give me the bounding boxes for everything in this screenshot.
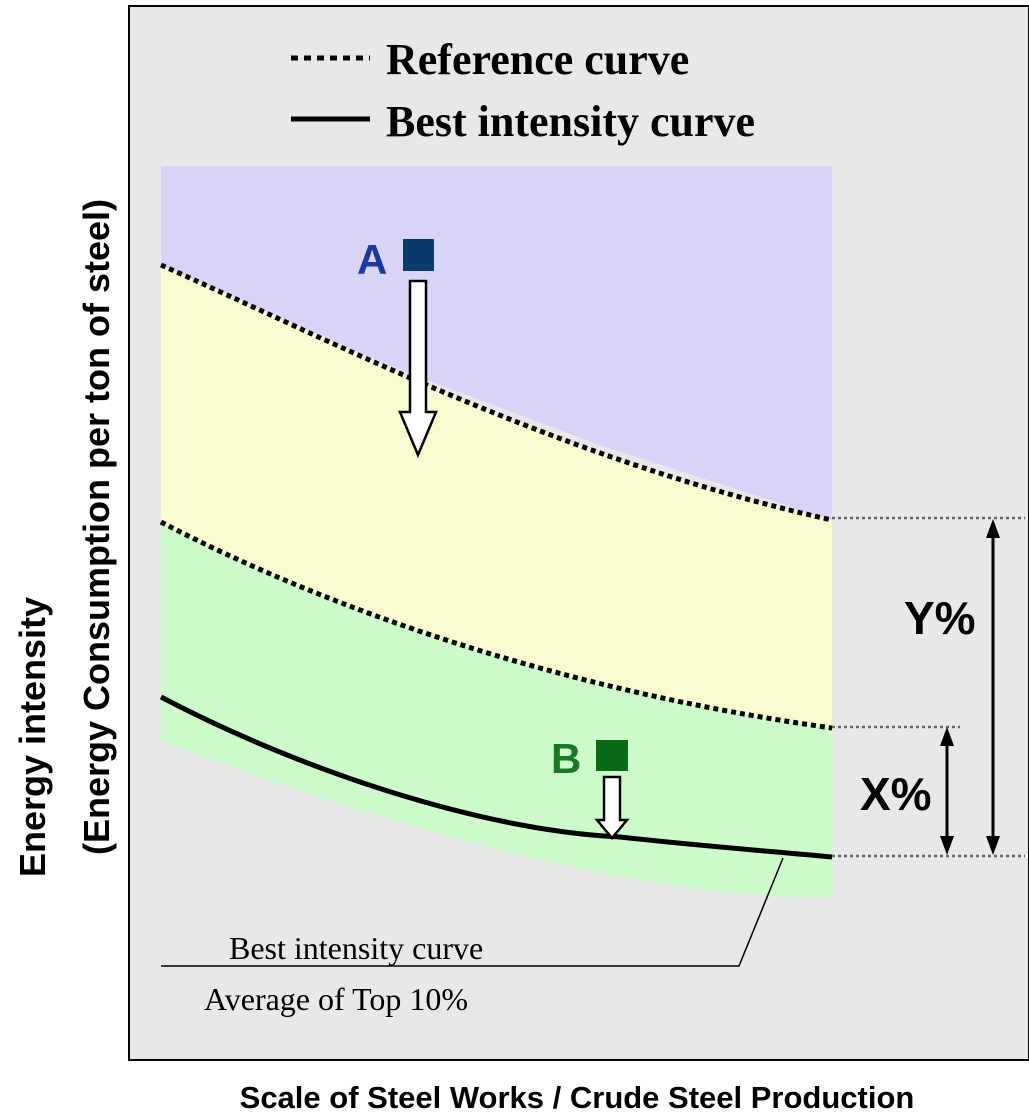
point-b-marker (596, 740, 628, 771)
x-gap-arrow-head-top (940, 727, 954, 746)
zone-between-reference (161, 265, 832, 728)
annotation-line2: Average of Top 10% (204, 981, 468, 1017)
zone-below-reference (161, 522, 832, 898)
legend-reference-label: Reference curve (386, 35, 689, 84)
point-b-label: B (551, 735, 581, 782)
y-gap-label: Y% (904, 592, 976, 644)
arrow-b-down (594, 775, 630, 840)
point-a-label: A (357, 236, 387, 283)
y-axis-title-line2: (Energy Consumption per ton of steel) (76, 199, 117, 855)
x-gap-label: X% (860, 768, 932, 820)
legend-best-label: Best intensity curve (386, 97, 755, 146)
annotation-line1: Best intensity curve (229, 930, 483, 966)
zone-above-reference (161, 166, 832, 520)
x-axis-title: Scale of Steel Works / Crude Steel Produ… (240, 1080, 915, 1115)
best-intensity-curve (159, 694, 833, 860)
y-gap-arrow-head-bottom (986, 836, 1000, 855)
reference-curve-lower (159, 519, 833, 731)
y-gap-arrow-head-top (986, 519, 1000, 538)
annotation-leader-line (161, 857, 784, 967)
y-axis-title-line1: Energy intensity (12, 597, 53, 877)
arrow-a-down (398, 279, 438, 459)
x-gap-arrow-head-bottom (940, 836, 954, 855)
reference-curve-upper (159, 262, 833, 523)
point-a-marker (403, 239, 434, 271)
